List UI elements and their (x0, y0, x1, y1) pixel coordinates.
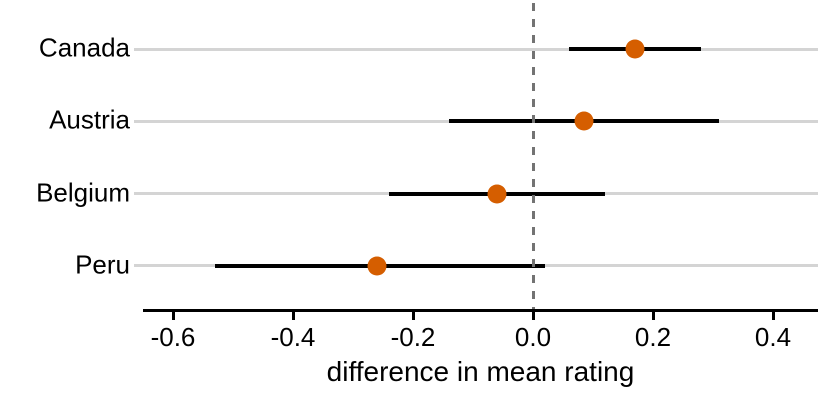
x-axis-line (143, 309, 818, 312)
x-axis-tick-label: -0.4 (270, 322, 316, 352)
category-label: Austria (49, 104, 130, 135)
mean-difference-point (487, 184, 507, 204)
x-axis-tick-label: 0.4 (754, 322, 792, 352)
category-label: Peru (75, 249, 130, 280)
zero-reference-line (531, 3, 535, 309)
x-axis-tick (531, 312, 535, 320)
x-axis-tick (291, 312, 295, 320)
x-axis-title: difference in mean rating (326, 356, 635, 387)
category-label: Canada (38, 32, 130, 63)
x-axis-tick (651, 312, 655, 320)
row-gridline (134, 47, 818, 51)
x-axis-tick-label: -0.6 (150, 322, 196, 352)
mean-difference-point (367, 256, 387, 276)
category-label: Belgium (36, 176, 130, 207)
x-axis-tick-label: -0.2 (390, 322, 436, 352)
mean-difference-point (574, 111, 594, 131)
x-axis-tick-label: 0.2 (634, 322, 672, 352)
x-axis-tick-label: 0.0 (514, 322, 552, 352)
x-axis-tick (411, 312, 415, 320)
mean-difference-point (625, 39, 645, 59)
x-axis-tick (771, 312, 775, 320)
x-axis-tick (171, 312, 175, 320)
